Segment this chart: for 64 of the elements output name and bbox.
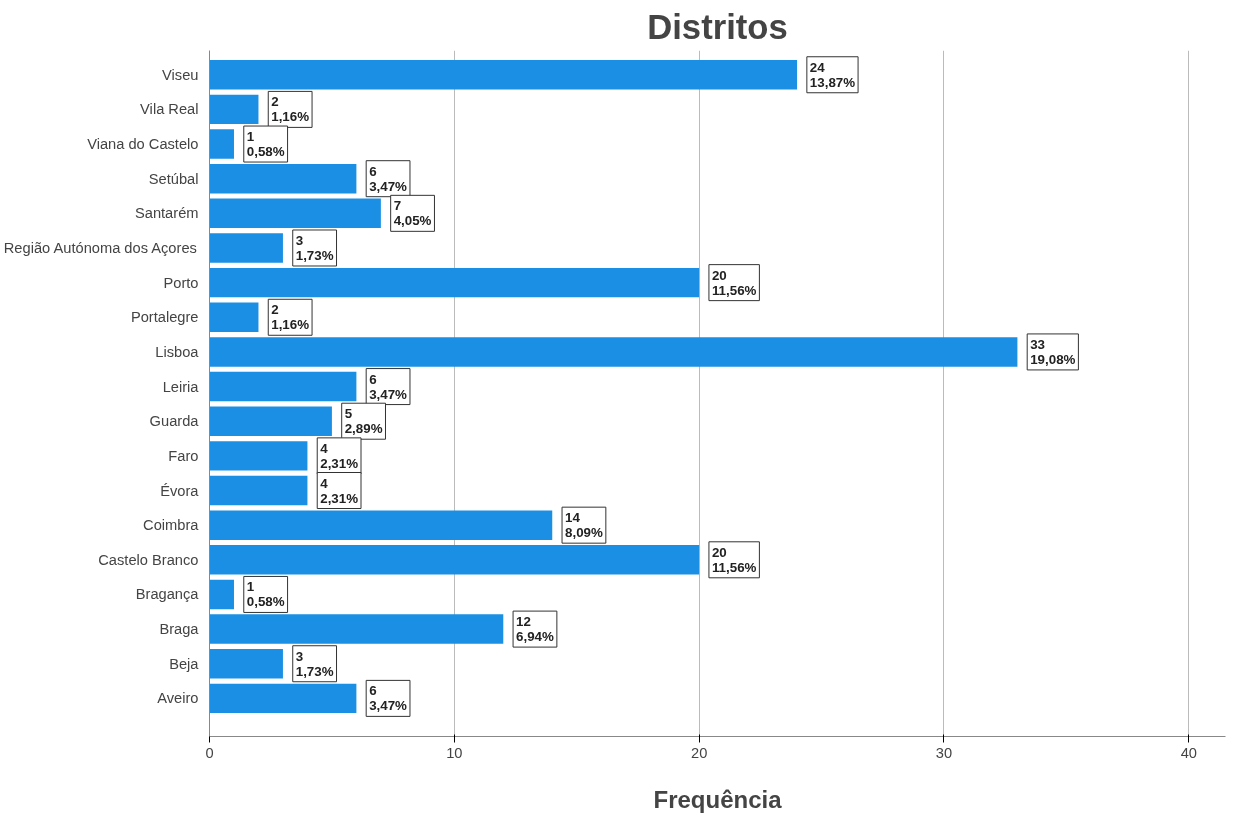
- bar: [209, 510, 553, 540]
- bar: [209, 475, 308, 506]
- data-label: 14 8,09%: [565, 510, 603, 541]
- x-tick-label: 30: [935, 744, 953, 761]
- x-tick-label: 40: [1180, 744, 1197, 761]
- data-label: 3 1,73%: [295, 648, 334, 679]
- bar: [209, 233, 283, 263]
- data-label: 5 2,89%: [344, 406, 383, 437]
- y-tick-label: Guarda: [149, 413, 200, 430]
- data-label: 7 4,05%: [393, 198, 432, 229]
- bar: [209, 163, 357, 194]
- y-tick-label: Bragança: [135, 586, 200, 603]
- bar: [209, 129, 234, 159]
- data-label: 6 3,47%: [369, 371, 408, 402]
- bar: [209, 337, 1018, 367]
- bar: [209, 441, 308, 471]
- bar: [209, 60, 798, 90]
- y-tick-label: Leiria: [162, 378, 200, 395]
- data-label: 1 0,58%: [246, 579, 285, 610]
- y-tick-label: Santarém: [134, 205, 199, 222]
- y-tick-label: Viseu: [162, 66, 199, 83]
- y-tick-label: Portalegre: [130, 309, 199, 326]
- data-label: 20 11,56%: [711, 267, 757, 298]
- data-label: 12 6,94%: [516, 614, 555, 645]
- bar: [209, 198, 381, 229]
- x-tick-label: 0: [205, 744, 214, 761]
- y-tick-label: Viana do Castelo: [87, 136, 199, 153]
- y-tick-label: Porto: [163, 274, 199, 291]
- data-label: 6 3,47%: [369, 683, 408, 714]
- bar: [209, 267, 700, 298]
- y-tick-label: Vila Real: [140, 101, 199, 118]
- bar: [209, 614, 504, 644]
- chart-title: Distritos: [647, 7, 788, 46]
- data-label: 2 1,16%: [271, 302, 310, 333]
- data-label: 33 19,08%: [1030, 336, 1076, 367]
- y-tick-label: Évora: [160, 482, 200, 499]
- x-tick-label: 20: [690, 744, 708, 761]
- data-label: 1 0,58%: [246, 129, 285, 160]
- bar: [209, 579, 234, 610]
- y-tick-label: Beja: [169, 655, 200, 672]
- bar: [209, 683, 357, 714]
- bar: [209, 545, 700, 575]
- bar: [209, 371, 357, 402]
- y-tick-label: Aveiro: [157, 690, 199, 707]
- data-label: 24 13,87%: [809, 59, 856, 90]
- y-tick-label: Braga: [159, 621, 200, 638]
- data-label: 4 2,31%: [320, 475, 359, 506]
- data-label: 4 2,31%: [320, 440, 359, 471]
- y-tick-label: Setúbal: [148, 170, 199, 187]
- y-tick-label: Castelo Branco: [98, 551, 199, 568]
- bar: [209, 406, 332, 436]
- bar: [209, 649, 283, 679]
- data-label: 6 3,47%: [369, 163, 408, 194]
- data-label: 3 1,73%: [295, 232, 334, 263]
- y-tick-label: Lisboa: [155, 343, 200, 360]
- bar: [209, 94, 259, 125]
- bar: [209, 302, 259, 332]
- y-tick-label: Região Autónoma dos Açores: [3, 239, 197, 256]
- y-tick-label: Faro: [168, 447, 199, 464]
- data-label: 2 1,16%: [271, 94, 310, 125]
- x-axis-title: Frequência: [653, 785, 783, 813]
- y-tick-label: Coimbra: [143, 517, 200, 534]
- data-label: 20 11,56%: [711, 544, 757, 575]
- x-tick-label: 10: [446, 744, 463, 761]
